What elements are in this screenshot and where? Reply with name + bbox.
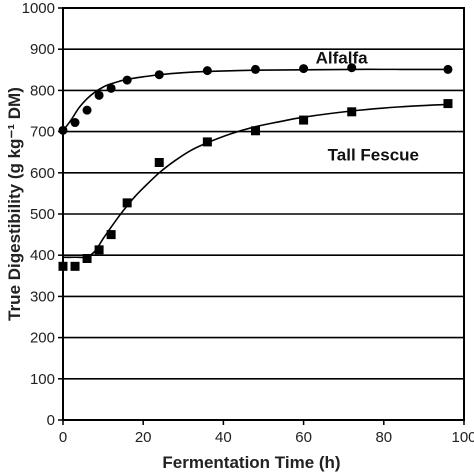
point-alfalfa	[154, 70, 164, 80]
x-axis-ticks: 0 20 40 60 80 100	[59, 420, 474, 446]
point-alfalfa	[122, 75, 132, 85]
point-tall-fescue	[299, 115, 309, 125]
data-points	[58, 63, 453, 271]
x-tick-label: 100	[451, 429, 474, 446]
point-tall-fescue	[122, 198, 132, 208]
point-tall-fescue	[250, 126, 260, 136]
x-tick-label: 20	[135, 429, 152, 446]
point-tall-fescue	[347, 107, 357, 117]
point-alfalfa	[202, 66, 212, 76]
point-alfalfa	[106, 83, 116, 93]
y-tick-label: 0	[47, 412, 55, 429]
y-tick-label: 400	[30, 247, 55, 264]
x-tick-label: 60	[295, 429, 312, 446]
y-tick-label: 300	[30, 288, 55, 305]
point-alfalfa	[250, 64, 260, 74]
point-tall-fescue	[202, 137, 212, 147]
point-tall-fescue	[94, 245, 104, 255]
y-tick-label: 200	[30, 330, 55, 347]
y-tick-label: 500	[30, 206, 55, 223]
series-label-alfalfa: Alfalfa	[316, 48, 369, 67]
fit-curve-alfalfa	[62, 68, 448, 132]
point-alfalfa	[82, 105, 92, 115]
y-tick-label: 900	[30, 41, 55, 58]
y-tick-label: 600	[30, 165, 55, 182]
x-tick-label: 0	[59, 429, 67, 446]
y-tick-label: 100	[30, 371, 55, 388]
series-label-tall-fescue: Tall Fescue	[328, 145, 419, 164]
point-alfalfa	[347, 63, 357, 73]
point-alfalfa	[443, 64, 453, 74]
y-axis-ticks: 0 100 200 300 400 500 600 700 800 900 1000	[22, 0, 63, 429]
point-tall-fescue	[70, 261, 80, 271]
point-tall-fescue	[443, 99, 453, 109]
y-tick-label: 700	[30, 124, 55, 141]
point-alfalfa	[94, 90, 104, 100]
y-axis-title: True Digestibility (g kg⁻¹ DM)	[5, 87, 24, 321]
x-axis-title: Fermentation Time (h)	[162, 453, 340, 472]
x-tick-label: 40	[215, 429, 232, 446]
horizontal-grid	[63, 48, 464, 380]
point-tall-fescue	[154, 158, 164, 167]
point-tall-fescue	[82, 253, 92, 263]
point-tall-fescue	[106, 230, 116, 240]
y-tick-label: 800	[30, 82, 55, 99]
point-alfalfa	[70, 118, 80, 128]
point-alfalfa	[299, 64, 309, 74]
x-tick-label: 80	[375, 429, 392, 446]
y-tick-label: 1000	[22, 0, 55, 17]
